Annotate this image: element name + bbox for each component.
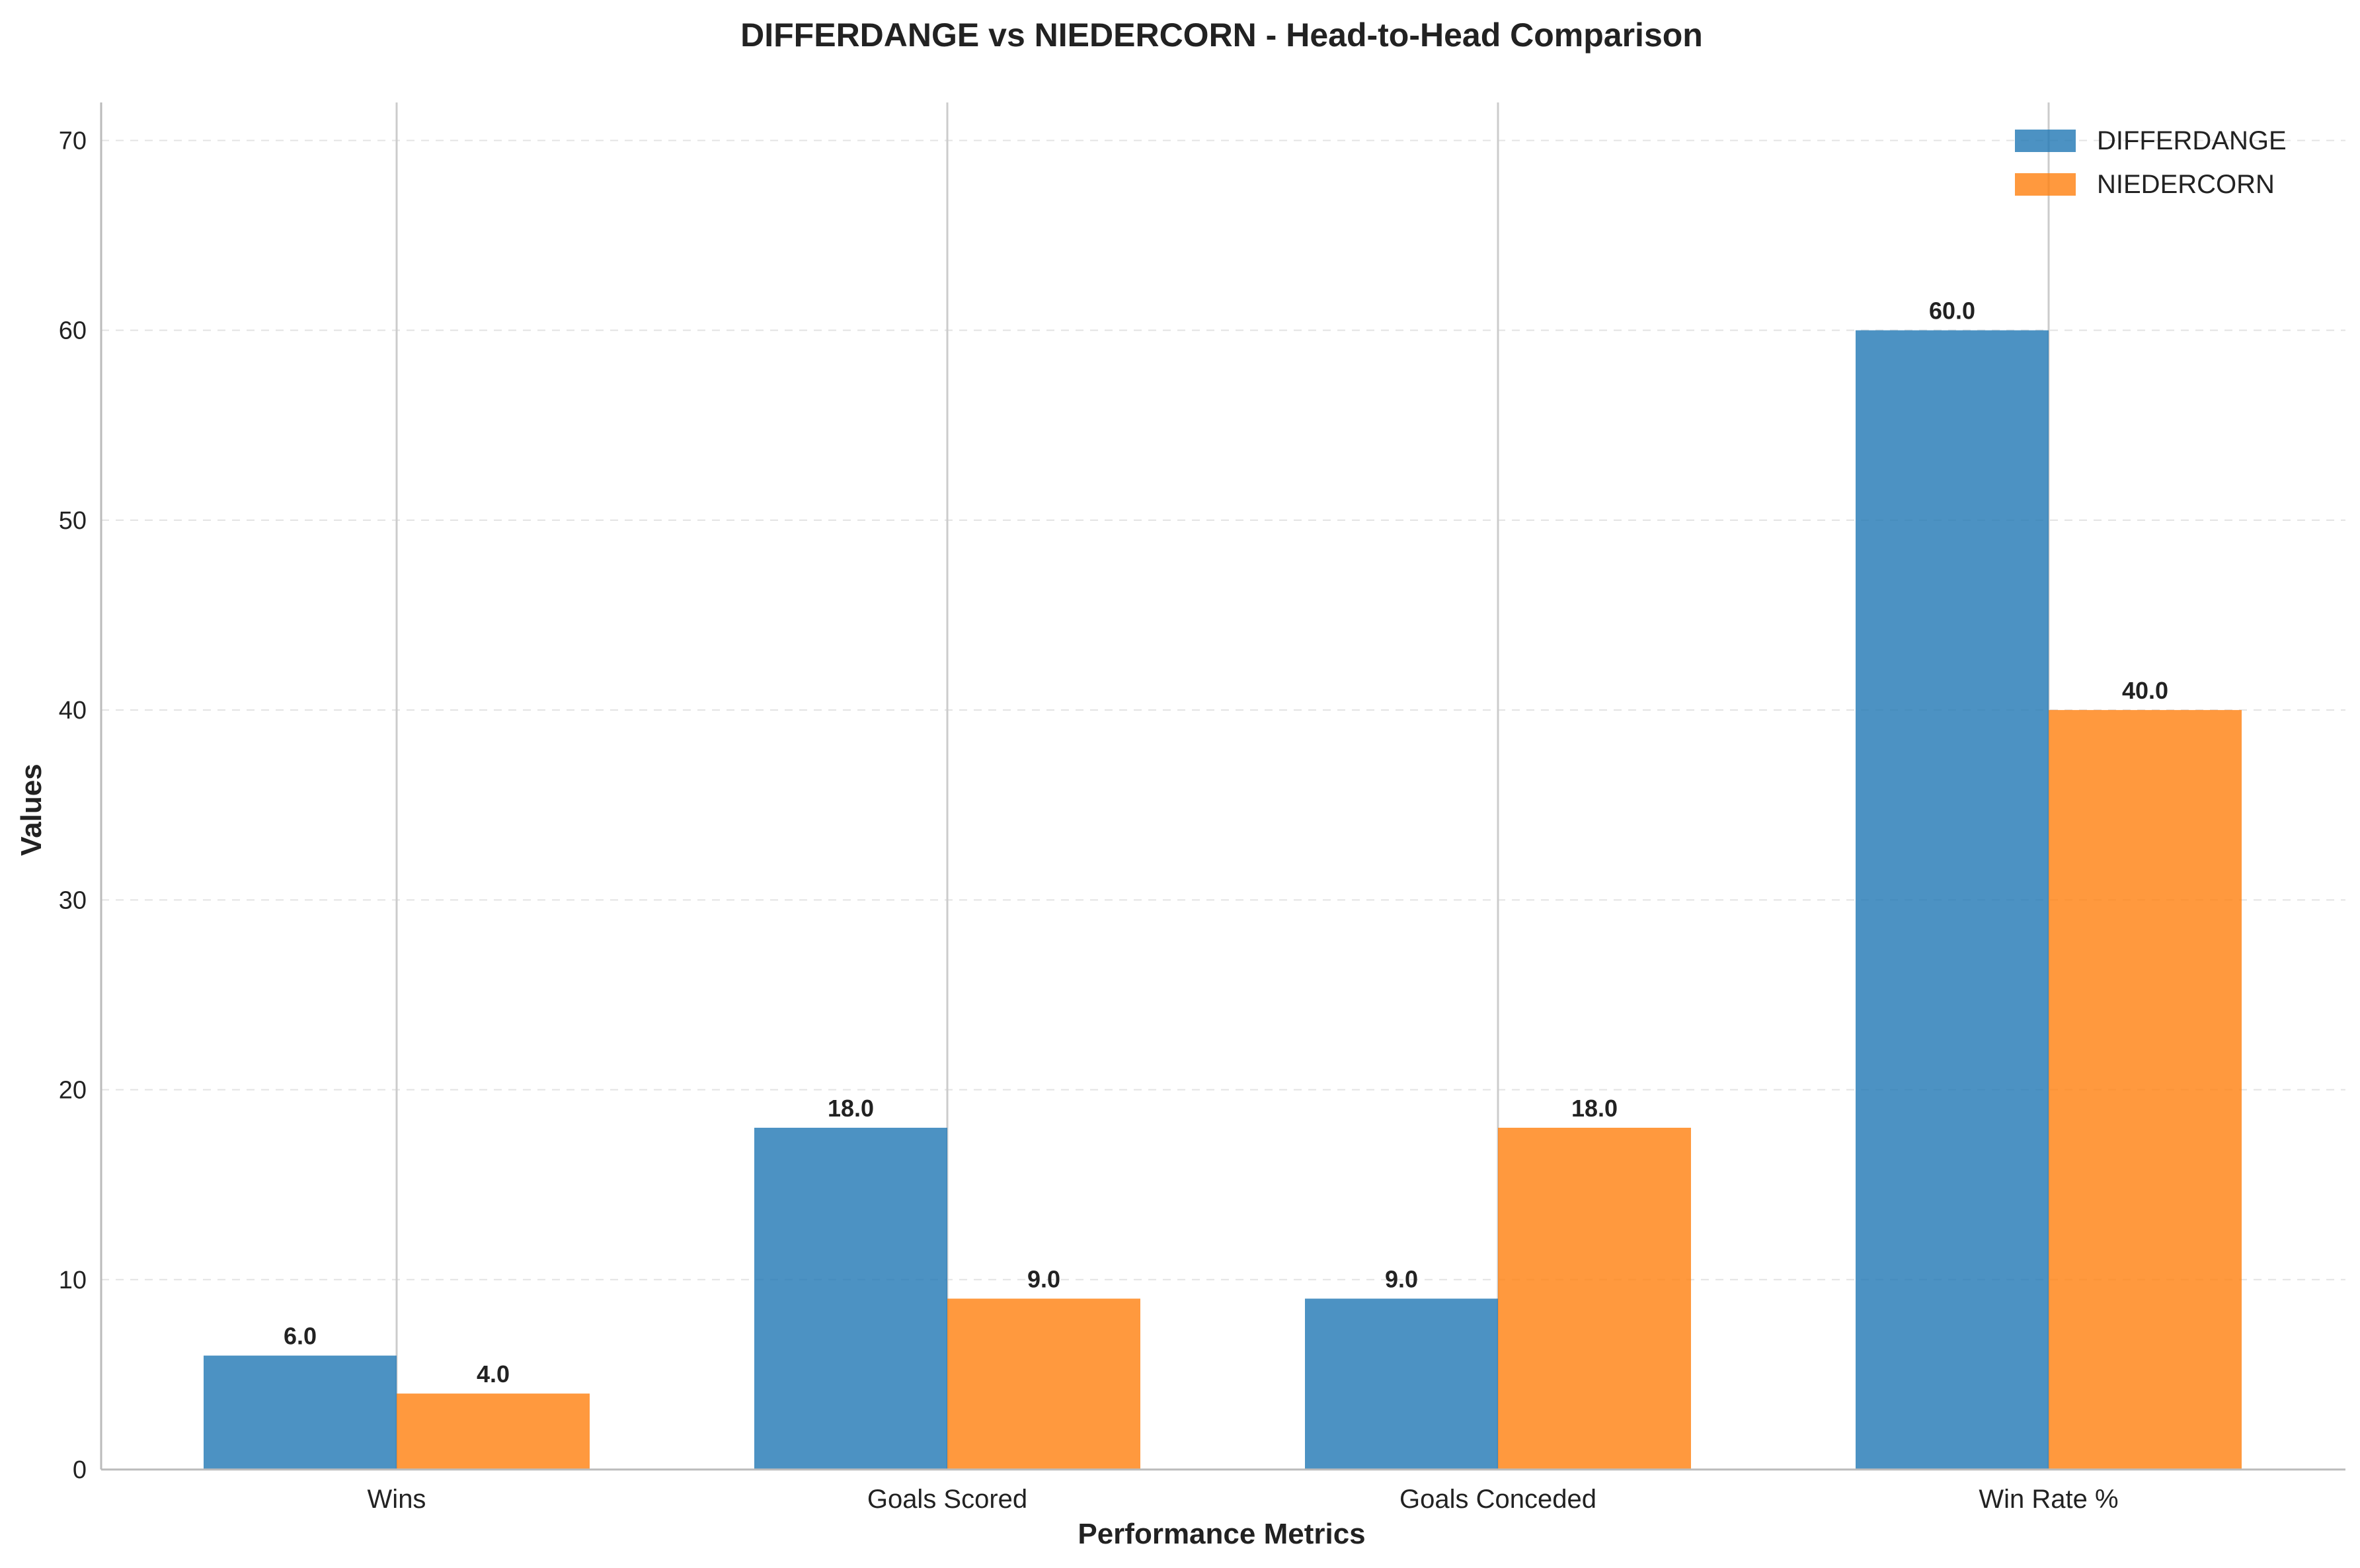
data-label: 40.0 xyxy=(2122,677,2168,704)
x-tick-label: Wins xyxy=(368,1485,426,1514)
bar-niedercorn-1 xyxy=(947,1298,1140,1470)
gridlines xyxy=(101,139,2345,1280)
bar-differdange-3 xyxy=(1856,330,2049,1470)
x-tick-label: Win Rate % xyxy=(1979,1485,2118,1514)
x-axis-label: Performance Metrics xyxy=(1078,1518,1365,1550)
y-tick-label: 40 xyxy=(59,697,87,725)
data-label: 18.0 xyxy=(828,1095,874,1122)
data-label: 6.0 xyxy=(284,1323,317,1350)
chart-title: DIFFERDANGE vs NIEDERCORN - Head-to-Head… xyxy=(740,17,1703,54)
bar-differdange-1 xyxy=(754,1128,947,1470)
x-ticks: Wins Goals Scored Goals Conceded Win Rate % xyxy=(368,1485,2119,1514)
data-label: 60.0 xyxy=(1929,297,1975,325)
y-axis-label: Values xyxy=(15,764,48,855)
data-labels: 6.0 18.0 9.0 60.0 4.0 9.0 18.0 40.0 xyxy=(284,297,2168,1388)
y-tick-label: 50 xyxy=(59,507,87,535)
y-tick-label: 10 xyxy=(59,1267,87,1294)
data-label: 9.0 xyxy=(1027,1266,1060,1293)
y-tick-label: 70 xyxy=(59,127,87,155)
bar-niedercorn-0 xyxy=(397,1393,590,1470)
bar-niedercorn-3 xyxy=(2049,710,2242,1470)
x-tick-label: Goals Conceded xyxy=(1399,1485,1596,1514)
legend-label-niedercorn: NIEDERCORN xyxy=(2097,170,2275,199)
y-tick-label: 30 xyxy=(59,886,87,914)
bar-differdange-2 xyxy=(1305,1298,1498,1470)
x-tick-label: Goals Scored xyxy=(867,1485,1027,1514)
data-label: 4.0 xyxy=(477,1360,510,1388)
axes xyxy=(100,102,2345,1471)
legend-swatch-niedercorn xyxy=(2015,173,2076,196)
legend-label-differdange: DIFFERDANGE xyxy=(2097,126,2287,155)
data-label: 18.0 xyxy=(1571,1095,1618,1122)
y-tick-label: 0 xyxy=(73,1456,87,1484)
bar-niedercorn-2 xyxy=(1498,1128,1691,1470)
bar-differdange-0 xyxy=(204,1355,397,1470)
y-tick-label: 60 xyxy=(59,317,87,345)
data-label: 9.0 xyxy=(1385,1266,1418,1293)
y-tick-label: 20 xyxy=(59,1077,87,1105)
category-gridlines xyxy=(395,102,2050,1470)
bars xyxy=(204,330,2242,1470)
y-ticks: 0 10 20 30 40 50 60 70 xyxy=(59,127,87,1484)
legend: DIFFERDANGE NIEDERCORN xyxy=(2015,126,2287,199)
legend-swatch-differdange xyxy=(2015,130,2076,152)
